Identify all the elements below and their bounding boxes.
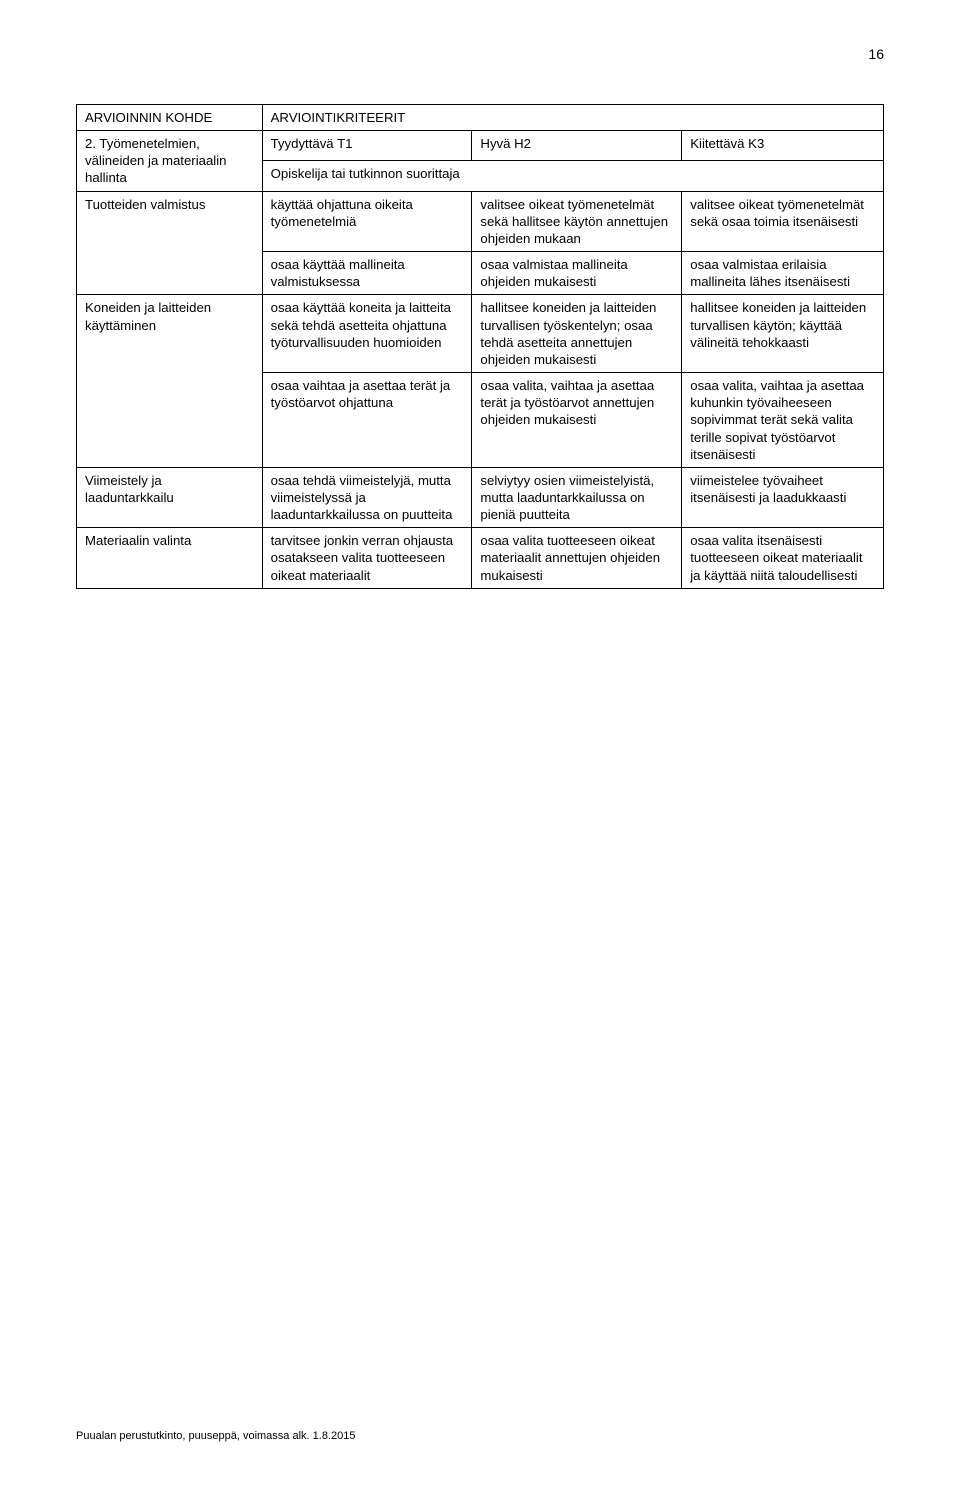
row-label-empty bbox=[77, 373, 263, 468]
row-label: Tuotteiden valmistus bbox=[77, 191, 263, 251]
cell-k3: hallitsee koneiden ja laitteiden turvall… bbox=[682, 295, 884, 373]
row-label: Koneiden ja laitteiden käyttäminen bbox=[77, 295, 263, 373]
cell-t1: käyttää ohjattuna oikeita työmenetelmiä bbox=[262, 191, 472, 251]
cell-t1: osaa käyttää koneita ja laitteita sekä t… bbox=[262, 295, 472, 373]
header-kohde: ARVIOINNIN KOHDE bbox=[77, 105, 263, 131]
cell-h2: hallitsee koneiden ja laitteiden turvall… bbox=[472, 295, 682, 373]
header-kriteerit: ARVIOINTIKRITEERIT bbox=[262, 105, 883, 131]
page: 16 ARVIOINNIN KOHDE ARVIOINTIKRITEERIT 2… bbox=[0, 0, 960, 1488]
table-header-row1: ARVIOINNIN KOHDE ARVIOINTIKRITEERIT bbox=[77, 105, 884, 131]
header-opiskelija: Opiskelija tai tutkinnon suorittaja bbox=[262, 161, 883, 191]
cell-t1: osaa tehdä viimeistelyjä, mutta viimeist… bbox=[262, 467, 472, 527]
cell-t1: tarvitsee jonkin verran ohjausta osataks… bbox=[262, 528, 472, 588]
cell-k3: valitsee oikeat työmenetelmät sekä osaa … bbox=[682, 191, 884, 251]
cell-t1: osaa käyttää mallineita valmistuksessa bbox=[262, 252, 472, 295]
cell-h2: osaa valmistaa mallineita ohjeiden mukai… bbox=[472, 252, 682, 295]
row-label: Materiaalin valinta bbox=[77, 528, 263, 588]
table-row: osaa vaihtaa ja asettaa terät ja työstöa… bbox=[77, 373, 884, 468]
cell-k3: osaa valita itsenäisesti tuotteeseen oik… bbox=[682, 528, 884, 588]
cell-k3: viimeistelee työvaiheet itsenäisesti ja … bbox=[682, 467, 884, 527]
cell-t1: osaa vaihtaa ja asettaa terät ja työstöa… bbox=[262, 373, 472, 468]
cell-h2: valitsee oikeat työmenetelmät sekä halli… bbox=[472, 191, 682, 251]
header-section-title: 2. Työmenetelmien, välineiden ja materia… bbox=[77, 131, 263, 191]
row-label: Viimeistely ja laaduntarkkailu bbox=[77, 467, 263, 527]
cell-k3: osaa valita, vaihtaa ja asettaa kuhunkin… bbox=[682, 373, 884, 468]
row-label-empty bbox=[77, 252, 263, 295]
page-number: 16 bbox=[868, 46, 884, 62]
table-row: osaa käyttää mallineita valmistuksessa o… bbox=[77, 252, 884, 295]
header-k3: Kiitettävä K3 bbox=[682, 131, 884, 161]
table-row: Tuotteiden valmistus käyttää ohjattuna o… bbox=[77, 191, 884, 251]
table-header-row2: 2. Työmenetelmien, välineiden ja materia… bbox=[77, 131, 884, 161]
page-footer: Puualan perustutkinto, puuseppä, voimass… bbox=[76, 1430, 355, 1442]
header-t1: Tyydyttävä T1 bbox=[262, 131, 472, 161]
table-row: Viimeistely ja laaduntarkkailu osaa tehd… bbox=[77, 467, 884, 527]
table-row: Koneiden ja laitteiden käyttäminen osaa … bbox=[77, 295, 884, 373]
cell-h2: osaa valita, vaihtaa ja asettaa terät ja… bbox=[472, 373, 682, 468]
header-h2: Hyvä H2 bbox=[472, 131, 682, 161]
cell-h2: selviytyy osien viimeistelyistä, mutta l… bbox=[472, 467, 682, 527]
cell-h2: osaa valita tuotteeseen oikeat materiaal… bbox=[472, 528, 682, 588]
cell-k3: osaa valmistaa erilaisia mallineita lähe… bbox=[682, 252, 884, 295]
criteria-table: ARVIOINNIN KOHDE ARVIOINTIKRITEERIT 2. T… bbox=[76, 104, 884, 589]
table-row: Materiaalin valinta tarvitsee jonkin ver… bbox=[77, 528, 884, 588]
